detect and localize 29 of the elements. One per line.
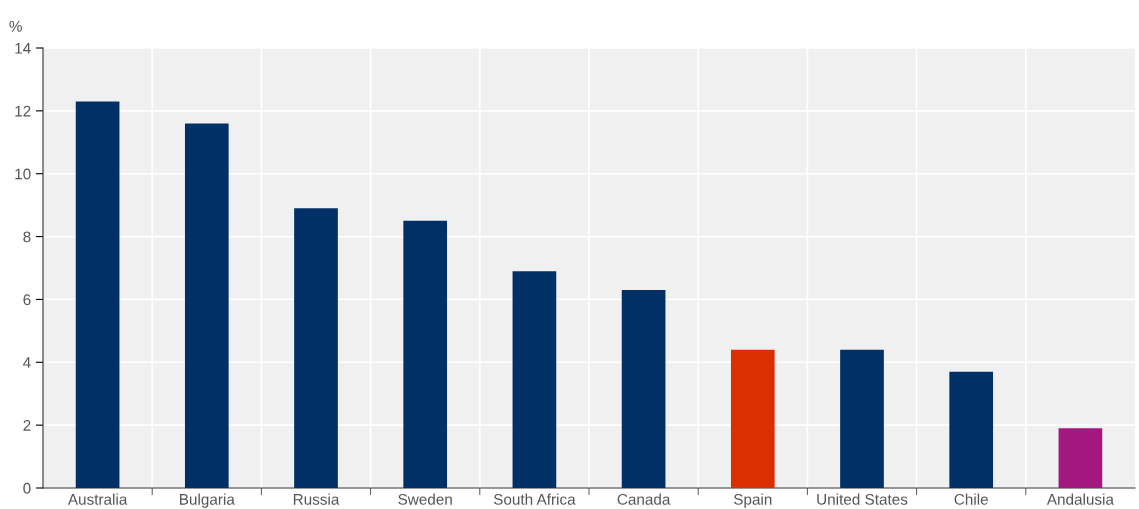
y-tick-label: 12 <box>15 105 31 117</box>
x-tick-label: Spain <box>733 493 772 508</box>
x-tick-label: South Africa <box>493 493 576 505</box>
bar <box>730 349 775 488</box>
x-tick-label: Canada <box>617 493 671 505</box>
y-tick-label: 0 <box>23 482 31 494</box>
x-tick-label: United States <box>817 493 908 505</box>
x-tick-label: Andalusia <box>1046 493 1114 505</box>
bar <box>1058 428 1103 488</box>
bar <box>840 349 884 488</box>
y-tick-label: 4 <box>23 357 31 368</box>
bar <box>75 101 120 488</box>
y-tick-label: 6 <box>23 294 31 306</box>
x-tick-label: Sweden <box>398 493 452 505</box>
bar <box>294 208 338 488</box>
x-tick-label: Chile <box>954 493 988 505</box>
bar <box>403 220 448 488</box>
y-tick-label: 2 <box>23 420 31 431</box>
y-tick-label: 14 <box>15 43 31 54</box>
bar <box>184 123 229 488</box>
bar <box>512 271 557 488</box>
x-tick-label: Russia <box>293 493 340 505</box>
bar <box>949 371 994 488</box>
y-tick-label: 10 <box>15 168 31 180</box>
x-tick-label: Australia <box>67 493 128 505</box>
y-axis-title: % <box>9 21 22 32</box>
y-tick-label: 8 <box>23 231 31 243</box>
bar <box>621 290 666 488</box>
x-tick-label: Bulgaria <box>180 493 235 508</box>
